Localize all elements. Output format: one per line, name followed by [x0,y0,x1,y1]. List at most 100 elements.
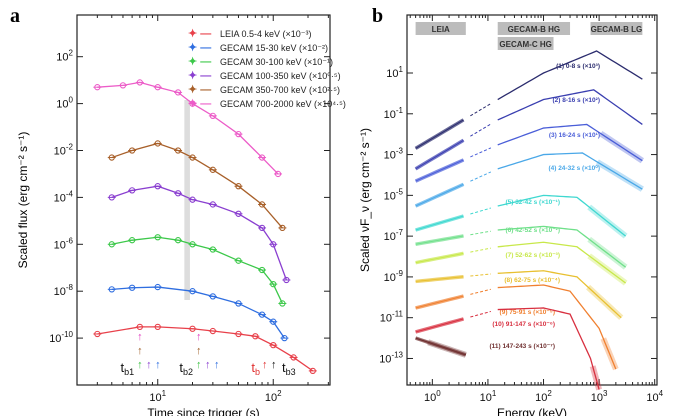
data-point [136,323,143,331]
spectrum-label-9: (10) 91-147 s (×10⁻⁶) [492,321,555,328]
arrow-icon: ↑ [155,359,161,371]
y-tick-label: 10-11 [380,310,404,325]
data-point [128,147,136,154]
spectrum-label-6: (7) 52-62 s (×10⁻³) [505,252,560,259]
data-point [309,367,316,375]
x-tick-label: 102 [265,389,282,404]
annotation-b: tb [251,360,260,377]
x-tick-label: 102 [535,389,552,404]
spectrum-line-10 [415,337,467,356]
y-tick-label: 10-2 [54,142,74,157]
data-point [189,325,196,332]
spectrum-line-8 [497,284,617,370]
spectrum-label-5: (6) 42-52 s (×10⁻²) [505,227,560,234]
data-point [235,330,242,338]
legend-marker: ✦ — [188,70,211,82]
plot-frame [406,14,658,386]
spectrum-uncertainty-band-9 [589,365,603,391]
series-line-5 [97,81,279,175]
data-point [252,333,259,340]
data-point [209,201,216,208]
annotation-b3: tb3 [282,360,296,377]
spectrum-label-1: (2) 8-16 s (×10²) [552,97,600,104]
data-point [119,82,127,89]
leia-data-2 [414,158,465,183]
leia-data-3 [414,182,465,208]
y-tick-label: 10-5 [384,187,404,202]
data-point [189,196,196,203]
data-point [154,140,161,147]
data-point [189,288,196,295]
data-point [128,237,136,244]
spectrum-label-4: (5) 32-42 s (×10⁻¹) [505,199,560,206]
spectrum-uncertainty-band-4 [587,204,628,239]
y-tick-label: 101 [386,65,403,80]
spectrum-label-3: (4) 24-32 s (×10⁰) [548,164,600,172]
spectrum-line-1 [497,89,643,125]
legend-label-1: GECAM 15-30 keV (×10⁻²) [220,43,328,53]
data-point [258,266,266,274]
data-point [270,241,277,248]
data-point [283,276,290,284]
y-tick-label: 10-7 [384,228,404,243]
spectrum-label-2: (3) 16-24 s (×10¹) [549,132,600,139]
data-point [279,300,286,307]
data-point [174,237,182,244]
spectrum-label-0: (1) 0-8 s (×10³) [556,63,600,70]
spectrum-line-9 [497,307,600,390]
data-point [258,224,266,232]
data-point [209,293,216,300]
arrow-icon: ↑ [205,359,211,371]
data-point [209,327,216,335]
spectrum-label-10: (11) 147-243 s (×10⁻⁷) [489,343,555,350]
annotation-b2: tb2 [179,360,193,377]
data-point [189,154,196,161]
series-line-2 [111,236,283,304]
instrument-band-label-0: LEIA [432,25,450,34]
x-tick-label: 100 [424,389,441,404]
model-extrapolation-6 [470,247,491,253]
data-point [258,311,266,318]
data-point [154,323,161,331]
legend-label-2: GECAM 30-100 keV (×10⁻¹) [220,57,333,67]
instrument-band-label-3: GECAM-B LG [591,25,643,34]
x-axis-label: Energy (keV) [497,406,567,416]
data-point [235,210,242,217]
leia-data-5 [415,234,464,246]
panel-label-b: b [372,5,383,27]
legend-marker: ✦ — [188,56,211,68]
data-point [154,183,161,190]
annotation-b1: tb1 [120,360,134,377]
spectrum-uncertainty-band-3 [595,159,644,192]
x-tick-label: 103 [591,389,608,404]
instrument-band-label-2: GECAM-C HG [499,40,551,49]
leia-data-7 [415,274,464,284]
data-point [235,130,242,138]
arrow-icon: ↑ [196,331,202,343]
spectrum-label-7: (8) 62-75 s (×10⁻⁴) [504,277,560,284]
data-point [128,187,136,194]
shaded-interval [184,100,190,300]
data-point [274,170,282,178]
spectrum-line-6 [497,241,627,284]
spectrum-line-2 [497,123,643,162]
instrument-band-2 [497,37,554,50]
data-point [209,112,216,120]
data-point [128,284,136,291]
legend: ✦ — LEIA 0.5-4 keV (×10⁻³) ✦ — GECAM 15-30 … [188,28,346,110]
spectrum-line-0 [497,50,643,101]
y-tick-label: 10-8 [54,283,74,298]
y-tick-label: 10-13 [379,350,403,365]
data-point [108,154,115,161]
y-tick-label: 10-3 [384,147,404,162]
legend-label-5: GECAM 700-2000 keV (×10⁴·⁵) [220,99,346,109]
y-axis-label: Scaled νF_ν (erg cm⁻² s⁻¹) [358,128,372,272]
x-tick-label: 104 [646,389,663,404]
panel-label-a: a [10,5,20,27]
data-point [94,84,101,91]
instrument-band-0 [415,22,466,35]
data-point [94,330,101,338]
series-line-3 [111,185,288,281]
legend-marker: ✦ — [188,84,211,96]
